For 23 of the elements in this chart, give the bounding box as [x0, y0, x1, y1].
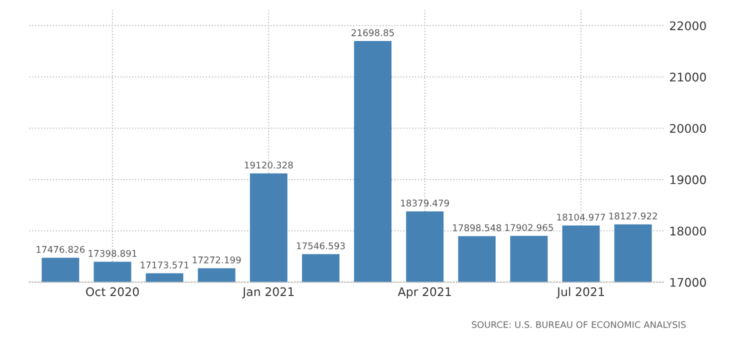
y-tick-label: 17000 — [670, 278, 706, 287]
source-note: SOURCE: U.S. BUREAU OF ECONOMIC ANALYSIS — [472, 321, 686, 328]
y-tick-label: 19000 — [670, 175, 706, 184]
x-tick-label: Jan 2021 — [242, 287, 294, 298]
data-label: 21698.85 — [352, 29, 394, 36]
data-label: 17476.826 — [36, 246, 85, 253]
x-tick-label: Apr 2021 — [398, 287, 451, 298]
y-tick-label: 21000 — [670, 72, 706, 82]
y-tick-label: 22000 — [670, 21, 706, 30]
x-tick-label: Jul 2021 — [556, 287, 604, 298]
data-label: 18379.479 — [401, 200, 449, 207]
data-label: 17902.965 — [505, 224, 553, 232]
data-label: 18127.922 — [609, 212, 657, 220]
data-label: 17898.548 — [453, 224, 502, 232]
y-tick-label: 20000 — [670, 124, 706, 133]
data-label: 19120.328 — [244, 162, 293, 169]
data-label: 18104.977 — [557, 214, 606, 221]
x-tick-label: Oct 2020 — [86, 287, 139, 296]
y-tick-label: 18000 — [670, 226, 706, 236]
data-label: 17398.891 — [88, 250, 136, 257]
data-label: 17173.571 — [140, 262, 188, 268]
data-label: 17272.199 — [192, 256, 241, 264]
data-label: 17546.593 — [296, 242, 345, 250]
